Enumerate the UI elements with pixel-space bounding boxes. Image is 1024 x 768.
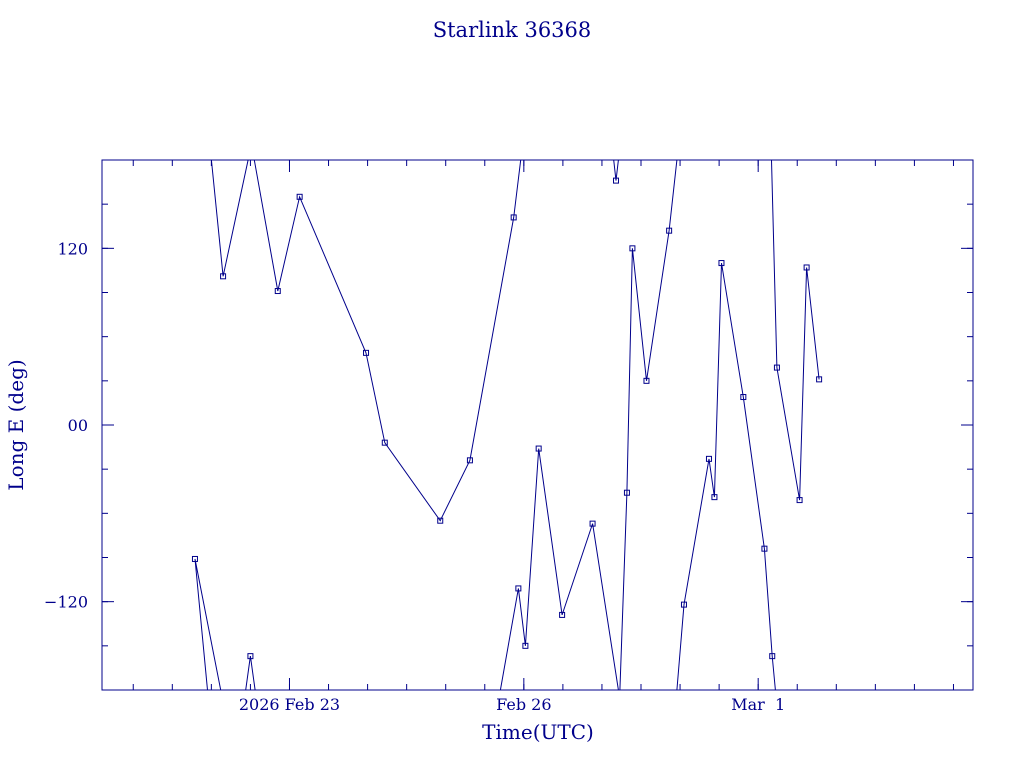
data-point [363, 349, 370, 356]
x-tick-label: Feb 26 [496, 695, 551, 714]
data-point [437, 517, 444, 524]
data-point [740, 394, 747, 401]
data-point [761, 545, 768, 552]
data-point [274, 288, 281, 295]
series-line [245, 656, 256, 690]
data-point [191, 555, 198, 562]
data-point [680, 601, 687, 608]
data-point [796, 497, 803, 504]
series-line [676, 263, 776, 690]
y-tick-label: 00 [68, 416, 88, 435]
y-axis-label: Long E (deg) [4, 359, 28, 490]
series-line [619, 160, 678, 690]
series-line [194, 558, 222, 690]
data-point [711, 494, 718, 501]
data-point [559, 611, 566, 618]
chart-title: Starlink 36368 [433, 18, 592, 42]
data-point [522, 642, 529, 649]
x-tick-label: 2026 Feb 23 [239, 695, 340, 714]
data-point [381, 439, 388, 446]
series-line [771, 160, 820, 501]
data-point [629, 245, 636, 252]
data-point [816, 376, 823, 383]
data-point [613, 177, 620, 184]
data-point [705, 455, 712, 462]
data-point [769, 653, 776, 660]
y-tick-label: −120 [44, 593, 88, 612]
data-point [535, 445, 542, 452]
data-point [220, 273, 227, 280]
data-point [718, 260, 725, 267]
data-point [466, 457, 473, 464]
data-point [643, 377, 650, 384]
plot-area: 2026 Feb 23 Feb 26 Mar 1 120 00 −120 [44, 159, 974, 714]
data-point [623, 489, 630, 496]
x-tick-label: Mar 1 [731, 695, 785, 714]
x-axis-label: Time(UTC) [482, 720, 594, 744]
data-point [803, 264, 810, 271]
data-point [773, 364, 780, 371]
series-line [613, 160, 619, 181]
y-tick-label: 120 [57, 239, 88, 258]
data-point [666, 227, 673, 234]
data-point [589, 520, 596, 527]
series-line [210, 160, 522, 522]
data-point [296, 193, 303, 200]
series-line [499, 448, 619, 690]
data-point [515, 585, 522, 592]
data-point [510, 214, 517, 221]
data-point [247, 653, 254, 660]
